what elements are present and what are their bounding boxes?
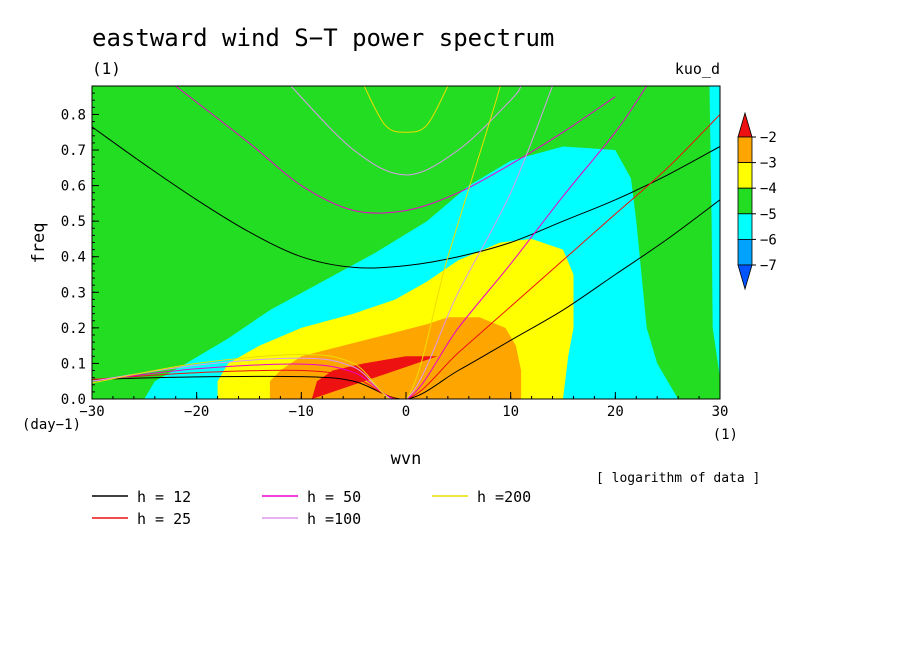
y-tick-label: 0.6 [61,179,86,195]
y-axis-unit: (day−1) [22,417,81,433]
x-tick-label: 0 [402,404,410,420]
dispersion-curve-9 [92,86,501,399]
y-tick-label: 0.0 [61,392,86,408]
colorbar: −2 −3 −4 −5 −6 −7 [737,111,777,291]
legend-label: h = 50 [307,488,361,506]
y-tick-label: 0.8 [61,107,86,123]
legend: h = 12 h = 25 h = 50 h =100 h =200 [92,488,531,528]
axes: −30 −20 −10 0 10 20 30 0.0 0.1 0.2 0.3 0.4 0.5 0.6 0.7… [61,92,729,420]
dispersion-curve-6 [290,86,522,176]
dispersion-curve-3 [92,114,720,399]
legend-label: h =100 [307,510,361,528]
colorbar-swatch [737,213,753,240]
title-unit: (1) [92,59,121,78]
dispersion-curves [92,86,720,399]
y-axis-label: freq [29,223,49,264]
contour-band-4 [92,86,720,399]
colorbar-swatch [737,162,753,189]
colorbar-swatch [737,238,753,266]
legend-label: h =200 [477,488,531,506]
x-tick-label: −20 [184,404,209,420]
dispersion-curve-5 [92,86,648,399]
legend-label: h = 12 [137,488,191,506]
colorbar-bottom-arrow [737,264,753,291]
colorbar-top-arrow [737,111,753,138]
plot-area [92,86,720,399]
x-tick-label: 30 [712,404,729,420]
x-tick-label: 20 [607,404,624,420]
y-tick-label: 0.7 [61,143,86,159]
dispersion-curve-8 [363,86,449,133]
colorbar-label: −3 [760,156,777,172]
x-tick-label: −30 [79,404,104,420]
colorbar-swatch [737,187,753,215]
chart-title: eastward wind S−T power spectrum [92,24,554,52]
x-tick-label: −10 [289,404,314,420]
y-tick-label: 0.5 [61,214,86,230]
dispersion-curve-4 [175,86,616,214]
legend-label: h = 25 [137,510,191,528]
x-axis-unit: (1) [713,427,738,443]
y-tick-label: 0.1 [61,356,86,372]
x-tick-label: 10 [502,404,519,420]
colorbar-swatch [737,136,753,164]
y-tick-label: 0.2 [61,321,86,337]
data-note: [ logarithm of data ] [596,471,760,486]
y-tick-label: 0.4 [61,250,86,266]
colorbar-label: −2 [760,130,777,146]
y-tick-label: 0.3 [61,285,86,301]
dispersion-curve-2 [92,199,720,399]
contour-band-7 [311,356,438,399]
colorbar-label: −5 [760,207,777,223]
colorbar-label: −6 [760,232,777,248]
x-axis-label: wvn [391,449,422,469]
dataset-label: kuo_d [675,60,720,78]
colorbar-label: −7 [760,258,777,274]
colorbar-label: −4 [760,181,777,197]
dispersion-curve-1 [92,126,720,269]
